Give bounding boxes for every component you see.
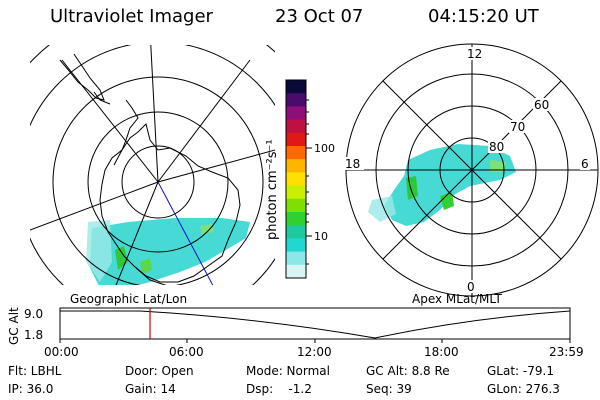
colorbar-band [286,198,306,213]
mlat-label-70: 70 [510,120,525,134]
timeline-axis-label: GC Alt [7,307,21,345]
colorbar-band [286,106,306,121]
colorbar-frame [285,79,307,279]
mlt-label-6: 6 [581,157,589,171]
colorbar-band [286,225,306,239]
mlt-label-12: 12 [467,47,482,61]
meridians-left [30,45,275,285]
altitude-timeline: 9.0 1.8 GC Alt 00:00 06:00 12:00 18:00 2… [7,307,584,359]
aurora-emission-right [368,144,516,226]
mlat-label-80: 80 [489,140,504,154]
colorbar-band [286,93,306,107]
colorbar-band [286,132,306,147]
glat-status: GLat: -79.1 [487,364,554,378]
colorbar-band [286,212,306,226]
time-label: 04:15:20 UT [428,6,539,27]
timeline-xtick-0000: 00:00 [44,345,79,359]
date-label: 23 Oct 07 [275,6,364,27]
timeline-ytick-9: 9.0 [24,307,43,321]
timeline-xtick-1800: 18:00 [424,345,459,359]
colorbar-band [286,159,306,173]
filter-status: Flt: LBHL [8,364,62,378]
mlt-label-18: 18 [345,157,360,171]
ip-status: IP: 36.0 [8,382,54,396]
mode-status: Mode: Normal [246,364,330,378]
colorbar-band [286,264,306,279]
mlt-meridians [346,44,598,296]
colorbar-label-100: 100 [314,142,335,155]
colorbar-band [286,251,306,266]
mlat-label-60: 60 [534,98,549,112]
timeline-xtick-2359: 23:59 [549,345,584,359]
gain-status: Gain: 14 [125,382,176,396]
timeline-frame [59,307,571,340]
coastline [59,53,241,285]
colorbar-band [286,119,306,134]
geographic-map [30,45,275,285]
geographic-map-label: Geographic Lat/Lon [70,292,187,306]
colorbar-band [286,185,306,200]
colorbar-minor-ticks [306,99,309,265]
altitude-curve [60,310,571,339]
glon-status: GLon: 276.3 [487,382,560,396]
timeline-xtick-0600: 06:00 [169,345,204,359]
dsp-status: Dsp: -1.2 [246,382,312,396]
colorbar-gradient [286,80,306,279]
gc-alt-status: GC Alt: 8.8 Re [366,364,450,378]
colorbar-unit-label: photon cm⁻²s⁻¹ [265,139,280,240]
door-status: Door: Open [125,364,194,378]
colorbar-label-10: 10 [314,230,328,243]
latitude-circles-left [30,45,275,285]
timeline-xtick-1200: 12:00 [297,345,332,359]
magnetic-map-label: Apex MLat/MLT [412,292,502,306]
magnetic-map: 12 6 0 18 60 70 80 [344,43,599,297]
mlt-label-backgrounds [344,47,590,293]
colorbar-band [286,146,306,160]
magnetic-meridian [157,181,214,285]
colorbar-band [286,80,306,94]
aurora-emission-left [86,218,250,285]
colorbar: 100 10 photon cm⁻²s⁻¹ [265,79,335,279]
mlt-label-0: 0 [467,280,475,294]
seq-status: Seq: 39 [366,382,412,396]
timeline-ytick-1-8: 1.8 [24,328,43,342]
timeline-x-ticks [59,339,571,343]
instrument-title: Ultraviolet Imager [50,6,213,27]
colorbar-band [286,172,306,187]
colorbar-band [286,238,306,253]
